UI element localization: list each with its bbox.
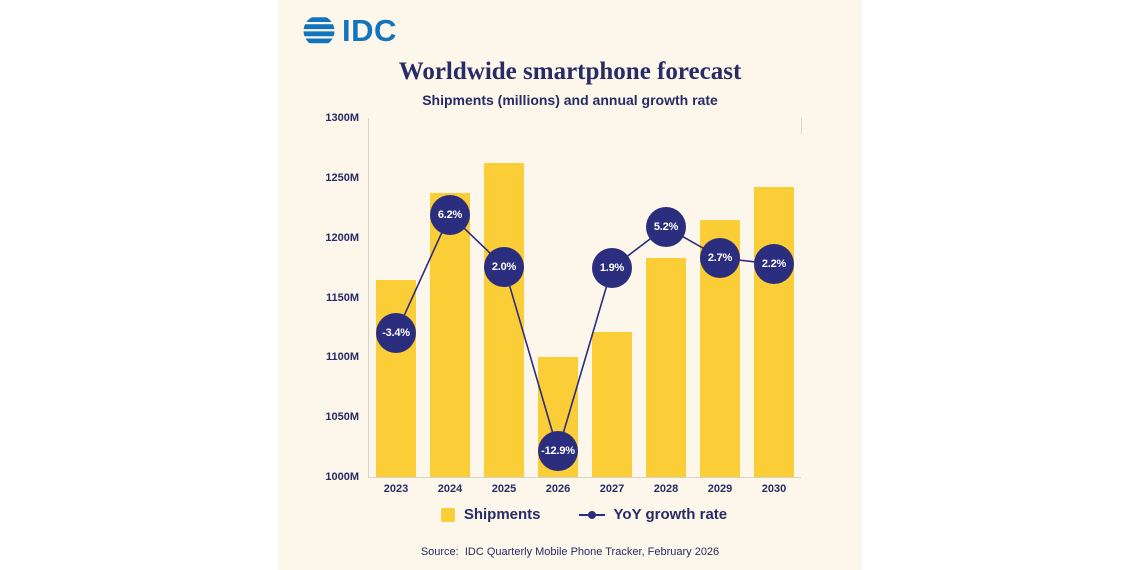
growth-marker-2030: 2.2% [754,244,794,285]
growth-marker-2024: 6.2% [430,194,470,235]
globe-stripes-icon [302,14,336,48]
right-axis-tick [801,118,802,134]
growth-marker-2026: -12.9% [538,431,578,471]
legend: Shipments YoY growth rate [368,506,800,523]
y-tick-label: 1100M [325,351,359,364]
bar-2023 [376,279,416,477]
x-tick-label: 2024 [437,483,463,495]
idc-logo-text: IDC [342,13,397,48]
x-tick-label: 2025 [491,483,517,495]
legend-label: YoY growth rate [613,506,728,523]
y-tick-label: 1050M [325,411,359,424]
y-tick-label: 1200M [325,231,359,244]
x-tick-label: 2029 [707,483,733,495]
legend-item-shipments: Shipments [440,506,541,523]
x-tick-label: 2026 [545,483,571,495]
y-axis: 1300M 1250M 1200M 1150M 1100M 1050M 1000M [305,112,359,483]
growth-marker-2027: 1.9% [592,247,632,288]
idc-logo: IDC [302,14,397,48]
bar-2028 [646,258,686,477]
legend-item-yoy: YoY growth rate [578,506,728,523]
x-tick-label: 2028 [653,483,679,495]
y-tick-label: 1150M [325,291,359,304]
chart-title: Worldwide smartphone forecast [398,58,742,85]
yoy-line-dot-icon [578,508,605,522]
bar-2024 [430,193,470,477]
growth-marker-2023: -3.4% [376,313,416,354]
plot-area: 1300M 1250M 1200M 1150M 1100M 1050M 1000M 2023… [325,112,802,495]
source-note: Source: IDC Quarterly Mobile Phone Track… [420,546,720,558]
chart-subtitle: Shipments (millions) and annual growth r… [422,92,718,108]
bar-2030 [754,187,794,477]
growth-marker-2028: 5.2% [646,206,686,247]
growth-marker-2029: 2.7% [700,237,740,278]
growth-marker-2025: 2.0% [484,246,524,287]
y-tick-label: 1000M [325,471,359,483]
bar-2027 [592,332,632,477]
legend-label: Shipments [463,506,541,523]
y-tick-label: 1300M [325,112,359,124]
x-tick-label: 2027 [599,483,625,495]
shipments-swatch-icon [440,507,455,522]
bar-2025 [484,163,524,477]
x-tick-label: 2023 [383,483,409,495]
y-tick-label: 1250M [325,171,359,184]
x-tick-label: 2030 [761,483,787,495]
yoy-growth-line [395,213,775,454]
